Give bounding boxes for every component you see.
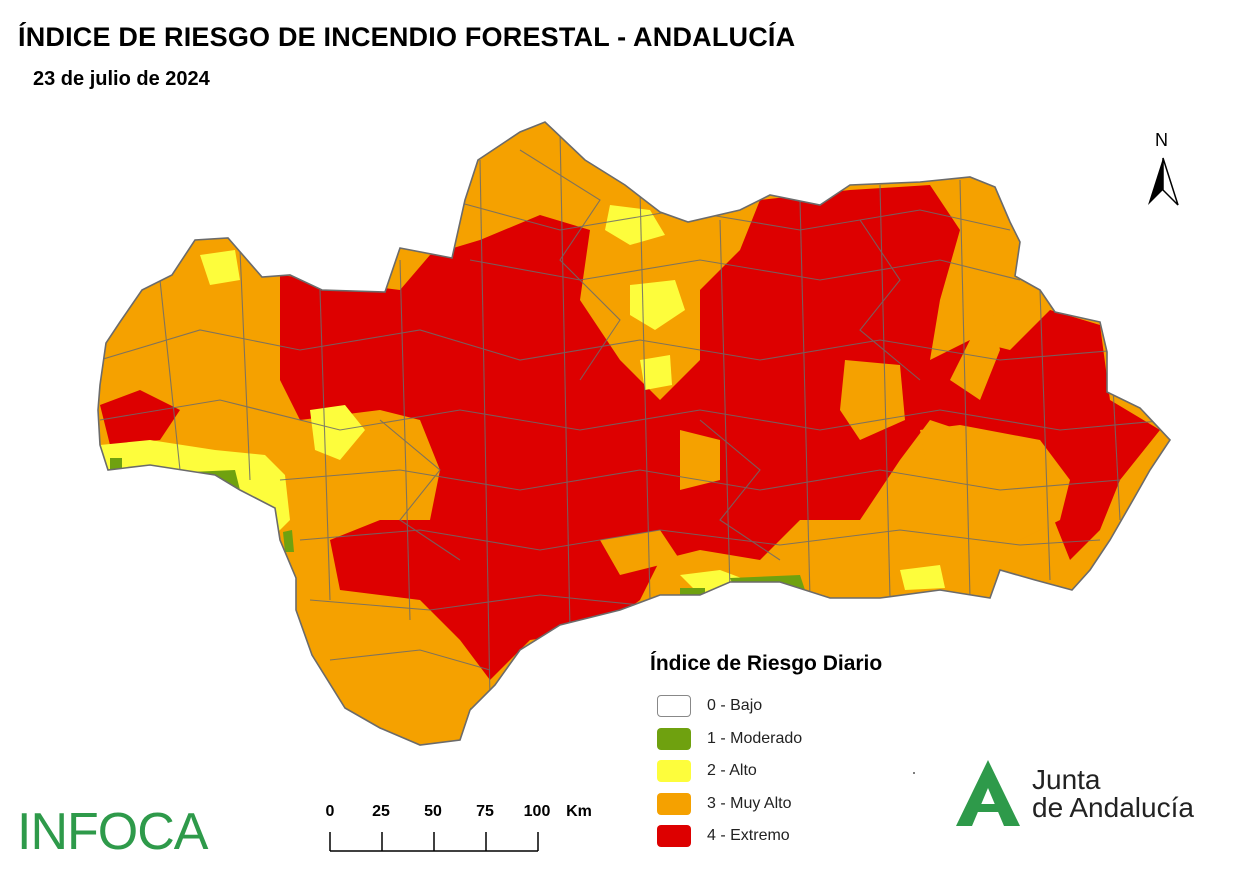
map-title: ÍNDICE DE RIESGO DE INCENDIO FORESTAL - … [18, 22, 796, 52]
scale-bar-graphic [329, 832, 539, 852]
infoca-logo: INFOCA [17, 803, 208, 861]
scale-tick-label: 25 [372, 803, 390, 820]
junta-a-icon [956, 760, 1020, 826]
legend-item-extremo: 4 - Extremo [650, 820, 882, 853]
legend-label: 3 - Muy Alto [707, 794, 792, 812]
legend-label: 4 - Extremo [707, 827, 790, 845]
legend-label: 0 - Bajo [707, 697, 763, 715]
north-arrow: N [1143, 130, 1183, 210]
legend: Índice de Riesgo Diario 0 - Bajo 1 - Mod… [650, 652, 882, 853]
legend-swatch [657, 792, 691, 815]
junta-line1: Junta [1032, 764, 1101, 795]
legend-swatch [657, 727, 691, 750]
scale-tick-label: 0 [325, 803, 335, 820]
scale-tick-label: 100 [523, 803, 551, 820]
junta-andalucia-logo: Junta de Andalucía [950, 758, 1220, 833]
legend-swatch [657, 695, 691, 718]
scale-bar: 0 25 50 75 100 Km [322, 800, 612, 860]
legend-item-bajo: 0 - Bajo [650, 690, 882, 723]
legend-title: Índice de Riesgo Diario [650, 652, 883, 675]
north-arrow-icon [1148, 157, 1179, 206]
legend-label: 2 - Alto [707, 762, 757, 780]
scale-unit: Km [566, 803, 592, 820]
map-date: 23 de julio de 2024 [33, 68, 210, 90]
north-label: N [1155, 130, 1168, 150]
legend-item-alto: 2 - Alto [650, 755, 882, 788]
legend-label: 1 - Moderado [707, 729, 803, 747]
scale-tick-label: 75 [476, 803, 494, 820]
junta-line2: de Andalucía [1032, 792, 1194, 823]
legend-swatch [657, 825, 691, 848]
legend-item-moderado: 1 - Moderado [650, 723, 882, 756]
legend-swatch [657, 760, 691, 783]
legend-item-muy-alto: 3 - Muy Alto [650, 788, 882, 821]
scale-tick-label: 50 [424, 803, 442, 820]
